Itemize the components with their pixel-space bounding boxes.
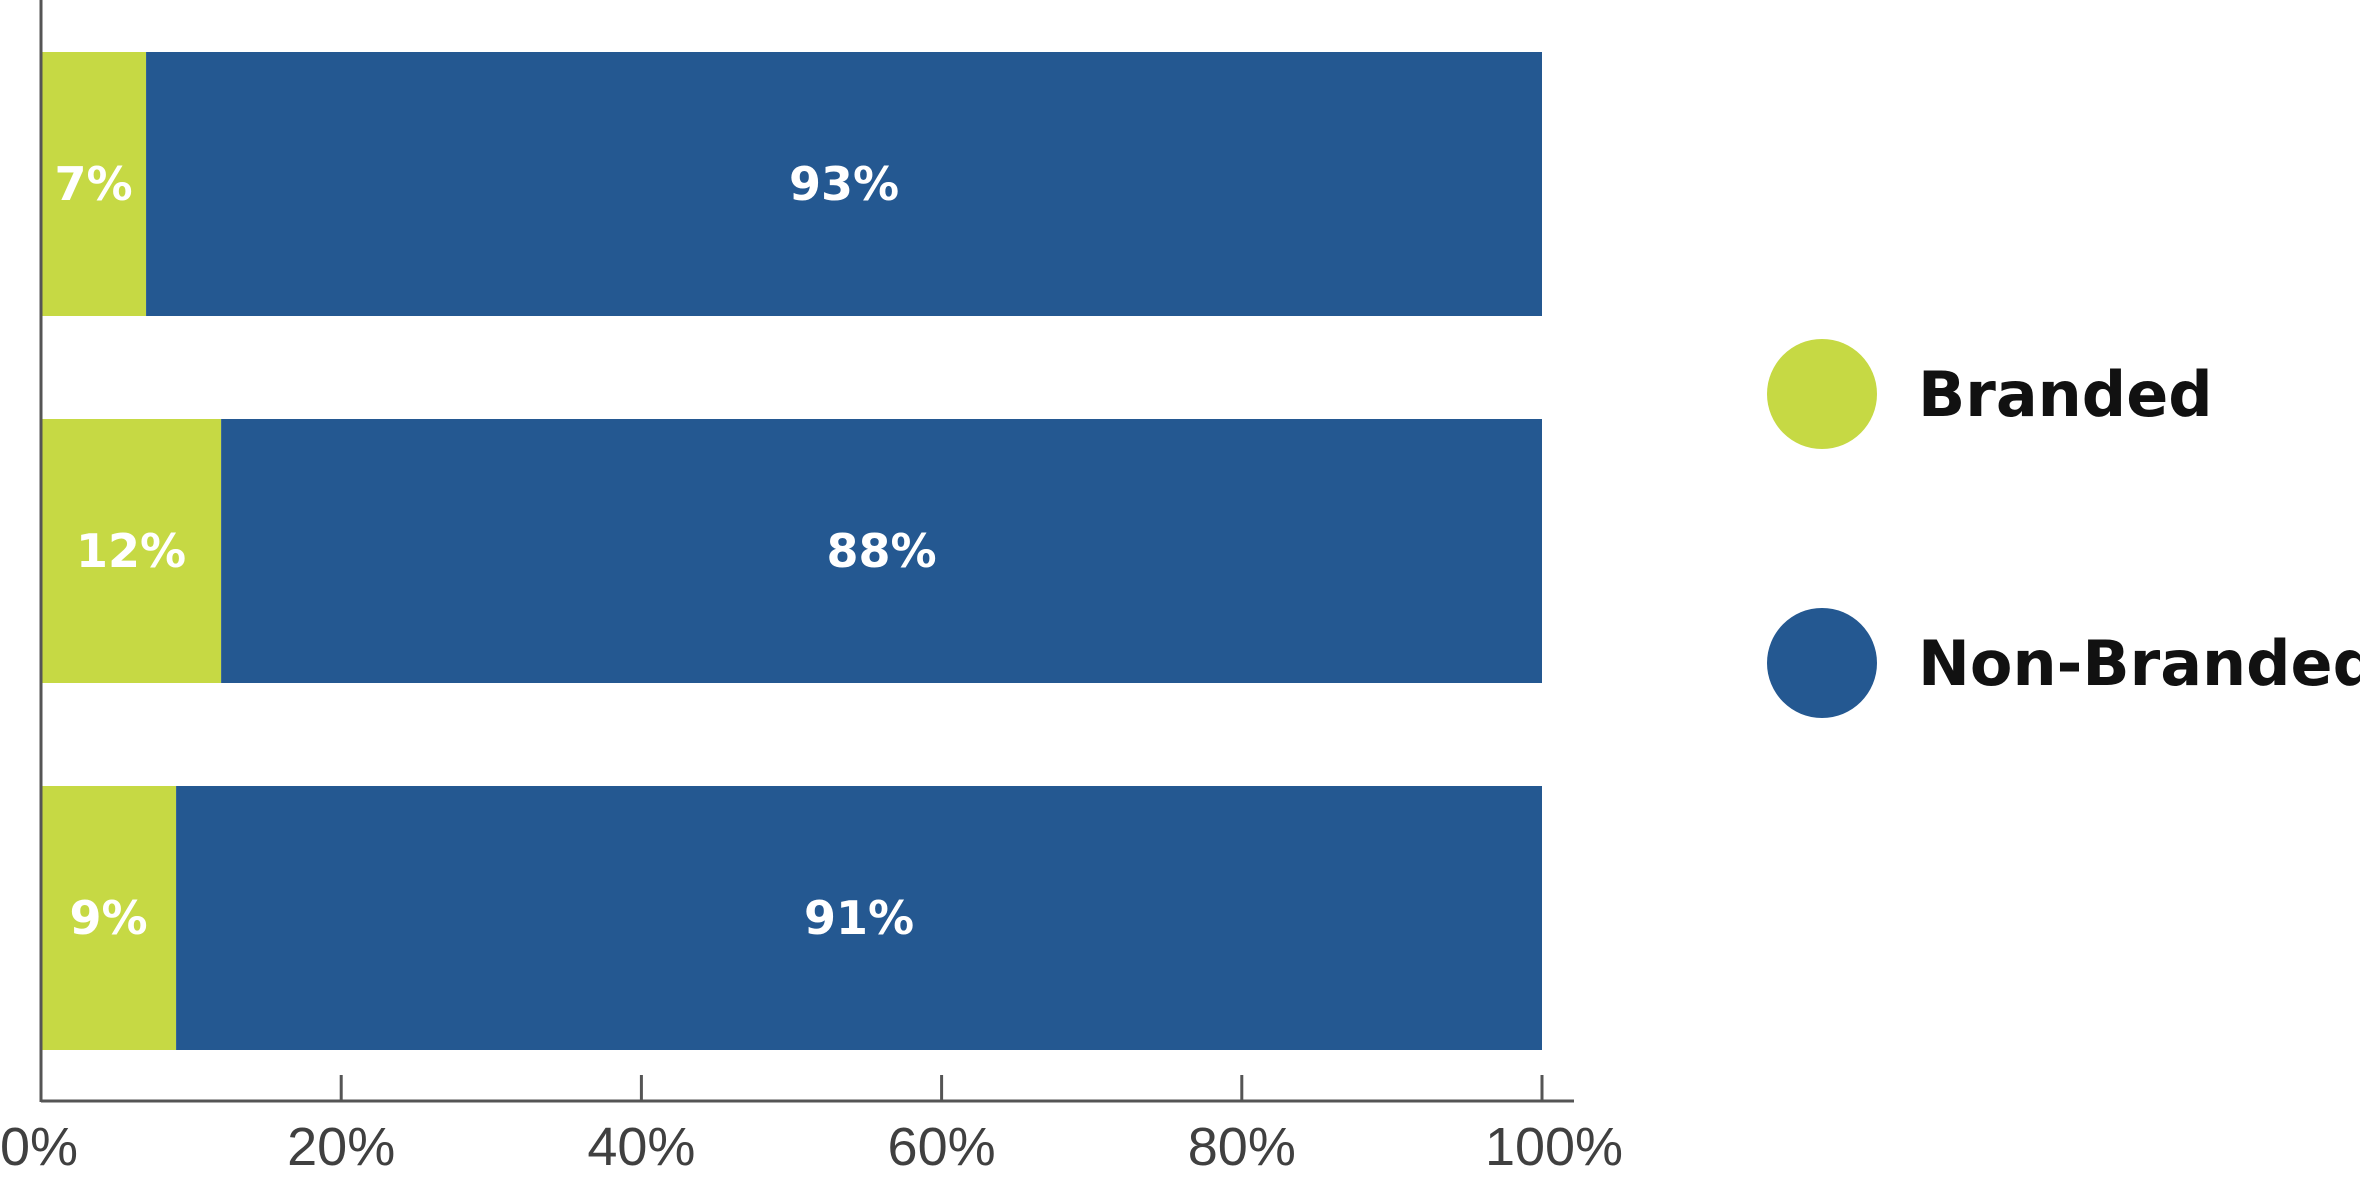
legend-swatch-non-branded bbox=[1767, 608, 1877, 718]
bar-branded-1 bbox=[41, 52, 147, 316]
bar-label-non-branded-2: 88% bbox=[827, 524, 937, 578]
bar-label-branded-3: 9% bbox=[69, 891, 147, 945]
bar-branded-3 bbox=[41, 786, 177, 1050]
bar-non-branded-2 bbox=[221, 419, 1542, 683]
legend-label-non-branded: Non-Branded bbox=[1918, 627, 2360, 700]
x-tick-label-0: 0% bbox=[0, 1117, 78, 1177]
bar-labels-group: 7% 93% 12% 88% 9% 91% bbox=[54, 157, 936, 945]
bar-non-branded-3 bbox=[176, 786, 1543, 1050]
bar-label-non-branded-3: 91% bbox=[804, 891, 914, 945]
x-tick-label-60: 60% bbox=[888, 1117, 996, 1177]
legend: Branded Non-Branded bbox=[1767, 339, 2360, 718]
legend-label-branded: Branded bbox=[1918, 358, 2213, 431]
bar-branded-2 bbox=[41, 419, 222, 683]
x-tick-label-100: 100% bbox=[1485, 1117, 1623, 1177]
legend-swatch-branded bbox=[1767, 339, 1877, 449]
bar-label-non-branded-1: 93% bbox=[789, 157, 899, 211]
bar-label-branded-1: 7% bbox=[54, 157, 132, 211]
bar-non-branded-1 bbox=[146, 52, 1542, 316]
x-tick-label-20: 20% bbox=[287, 1117, 395, 1177]
axes-group: 0% 20% 40% 60% 80% 100% bbox=[0, 0, 1623, 1177]
bars-group bbox=[41, 52, 1543, 1050]
x-tick-label-40: 40% bbox=[587, 1117, 695, 1177]
bar-label-branded-2: 12% bbox=[76, 524, 186, 578]
x-tick-label-80: 80% bbox=[1188, 1117, 1296, 1177]
